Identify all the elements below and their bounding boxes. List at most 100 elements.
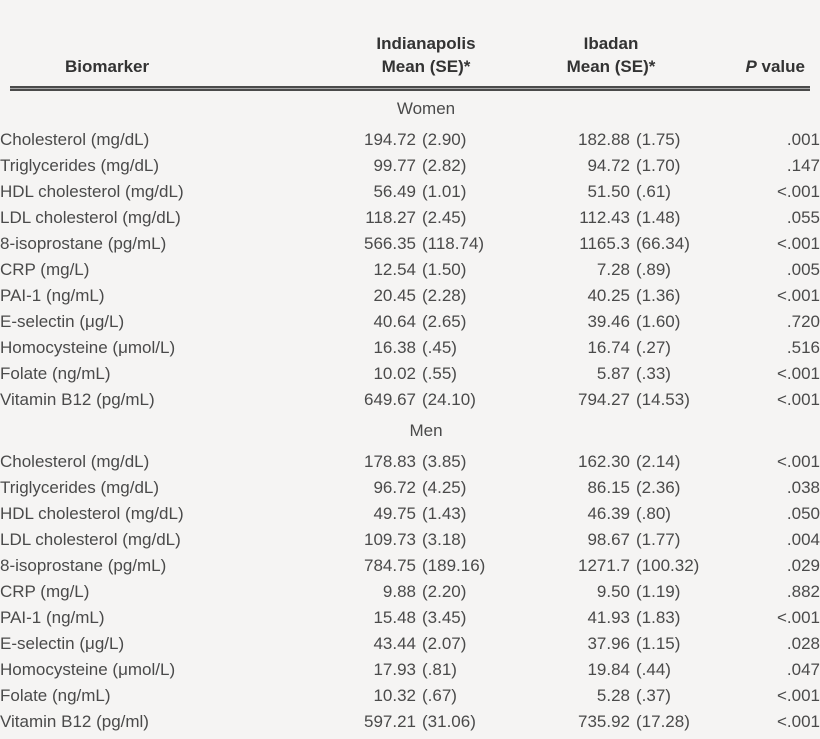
biomarker-header-label: Biomarker — [65, 57, 150, 76]
ibadan-mean: 182.88 — [578, 130, 630, 149]
ibadan-value-cell: 41.93 (1.83) — [522, 605, 700, 631]
ibadan-value-cell: 1165.3 (66.34) — [522, 231, 700, 257]
ibadan-value-cell: 19.84 (.44) — [522, 657, 700, 683]
table-row: CRP (mg/L) 12.54 (1.50) 7.28 (.89) .005 — [0, 257, 820, 283]
pvalue-cell: <.001 — [776, 234, 820, 253]
indianapolis-value-cell: 194.72 (2.90) — [330, 127, 522, 153]
indianapolis-mean: 566.35 — [364, 234, 416, 253]
indianapolis-mean: 118.27 — [365, 208, 416, 227]
ibadan-mean: 112.43 — [579, 208, 630, 227]
indianapolis-mean: 9.88 — [382, 582, 416, 601]
biomarker-cell: Cholesterol (mg/dL) — [0, 452, 150, 471]
ibadan-se: (2.14) — [636, 452, 681, 471]
ibadan-label: Ibadan — [583, 34, 639, 53]
ibadan-mean: 41.93 — [587, 608, 630, 627]
ibadan-value-cell: 98.67 (1.77) — [522, 527, 700, 553]
pvalue-cell: .005 — [786, 260, 820, 279]
indianapolis-value-cell: 9.88 (2.20) — [330, 579, 522, 605]
pvalue-cell: .028 — [786, 634, 820, 653]
biomarker-cell: Cholesterol (mg/dL) — [0, 130, 150, 149]
column-header-indianapolis: Indianapolis Mean (SE)* — [330, 0, 522, 86]
ibadan-mean: 16.74 — [587, 338, 630, 357]
ibadan-mean: 7.28 — [596, 260, 630, 279]
table-header: Biomarker Indianapolis Mean (SE)* Ibadan… — [0, 0, 820, 91]
indianapolis-se: (189.16) — [422, 556, 486, 575]
indianapolis-value-cell: 20.45 (2.28) — [330, 283, 522, 309]
indianapolis-se: (3.18) — [422, 530, 467, 549]
ibadan-se: (.33) — [636, 364, 671, 383]
ibadan-mean: 46.39 — [587, 504, 630, 523]
ibadan-mean: 5.87 — [596, 364, 630, 383]
biomarker-cell: E-selectin (μg/L) — [0, 634, 125, 653]
table-row: PAI-1 (ng/mL) 15.48 (3.45) 41.93 (1.83) <.001 — [0, 605, 820, 631]
column-header-biomarker: Biomarker — [0, 0, 330, 86]
ibadan-se: (17.28) — [636, 712, 690, 731]
indianapolis-se: (3.85) — [422, 452, 467, 471]
ibadan-se: (1.60) — [636, 312, 681, 331]
ibadan-mean: 37.96 — [587, 634, 630, 653]
pvalue-cell: <.001 — [776, 364, 820, 383]
table-row: Homocysteine (μmol/L) 16.38 (.45) 16.74 (.27… — [0, 335, 820, 361]
pvalue-cell: .516 — [786, 338, 820, 357]
biomarker-cell: HDL cholesterol (mg/dL) — [0, 504, 184, 523]
ibadan-se: (1.83) — [636, 608, 681, 627]
pvalue-cell: <.001 — [776, 608, 820, 627]
ibadan-mean: 40.25 — [587, 286, 630, 305]
ibadan-se: (.27) — [636, 338, 671, 357]
table-row: 8-isoprostane (pg/mL) 784.75 (189.16) 1271.… — [0, 553, 820, 579]
indianapolis-value-cell: 15.48 (3.45) — [330, 605, 522, 631]
pvalue-cell: .038 — [786, 478, 820, 497]
pvalue-p-italic: P — [745, 57, 757, 76]
ibadan-mean: 51.50 — [587, 182, 630, 201]
indianapolis-value-cell: 99.77 (2.82) — [330, 153, 522, 179]
indianapolis-se: (2.82) — [422, 156, 467, 175]
table-row: Triglycerides (mg/dL) 96.72 (4.25) 86.15 (2.… — [0, 475, 820, 501]
indianapolis-mean: 10.02 — [373, 364, 416, 383]
ibadan-value-cell: 5.87 (.33) — [522, 361, 700, 387]
biomarker-cell: HDL cholesterol (mg/dL) — [0, 182, 184, 201]
biomarker-cell: CRP (mg/L) — [0, 582, 90, 601]
pvalue-cell: <.001 — [776, 686, 820, 705]
indianapolis-value-cell: 40.64 (2.65) — [330, 309, 522, 335]
ibadan-mean: 19.84 — [587, 660, 630, 679]
ibadan-value-cell: 9.50 (1.19) — [522, 579, 700, 605]
ibadan-se: (66.34) — [636, 234, 690, 253]
pvalue-cell: <.001 — [776, 286, 820, 305]
indianapolis-se: (2.28) — [422, 286, 467, 305]
pvalue-cell: <.001 — [776, 390, 820, 409]
ibadan-se: (100.32) — [636, 556, 700, 575]
biomarker-cell: Folate (ng/mL) — [0, 686, 111, 705]
header-row: Biomarker Indianapolis Mean (SE)* Ibadan… — [0, 0, 820, 86]
ibadan-se: (1.36) — [636, 286, 681, 305]
table-row: Folate (ng/mL) 10.32 (.67) 5.28 (.37) <.001 — [0, 683, 820, 709]
pvalue-cell: .882 — [786, 582, 820, 601]
indianapolis-se: (.55) — [422, 364, 457, 383]
indianapolis-value-cell: 56.49 (1.01) — [330, 179, 522, 205]
biomarker-cell: LDL cholesterol (mg/dL) — [0, 208, 181, 227]
ibadan-value-cell: 37.96 (1.15) — [522, 631, 700, 657]
section-men: Men Cholesterol (mg/dL) 178.83 (3.85) 162.30… — [0, 413, 820, 735]
indianapolis-value-cell: 12.54 (1.50) — [330, 257, 522, 283]
ibadan-value-cell: 794.27 (14.53) — [522, 387, 700, 413]
indianapolis-se: (2.90) — [422, 130, 467, 149]
section-header-row: Women — [0, 91, 820, 127]
ibadan-value-cell: 39.46 (1.60) — [522, 309, 700, 335]
indianapolis-value-cell: 566.35 (118.74) — [330, 231, 522, 257]
ibadan-value-cell: 1271.7 (100.32) — [522, 553, 700, 579]
ibadan-value-cell: 51.50 (.61) — [522, 179, 700, 205]
indianapolis-value-cell: 10.32 (.67) — [330, 683, 522, 709]
ibadan-mean: 39.46 — [587, 312, 630, 331]
indianapolis-se: (1.43) — [422, 504, 467, 523]
table-row: E-selectin (μg/L) 43.44 (2.07) 37.96 (1.15).… — [0, 631, 820, 657]
indianapolis-se: (31.06) — [422, 712, 476, 731]
table-row: LDL cholesterol (mg/dL) 109.73 (3.18) 98.67… — [0, 527, 820, 553]
indianapolis-value-cell: 16.38 (.45) — [330, 335, 522, 361]
ibadan-value-cell: 46.39 (.80) — [522, 501, 700, 527]
table-row: LDL cholesterol (mg/dL) 118.27 (2.45) 112.4… — [0, 205, 820, 231]
indianapolis-se: (1.01) — [422, 182, 467, 201]
ibadan-mean: 794.27 — [578, 390, 630, 409]
ibadan-se: (.89) — [636, 260, 671, 279]
indianapolis-mean-se-label: Mean (SE)* — [381, 57, 471, 76]
pvalue-cell: .050 — [786, 504, 820, 523]
